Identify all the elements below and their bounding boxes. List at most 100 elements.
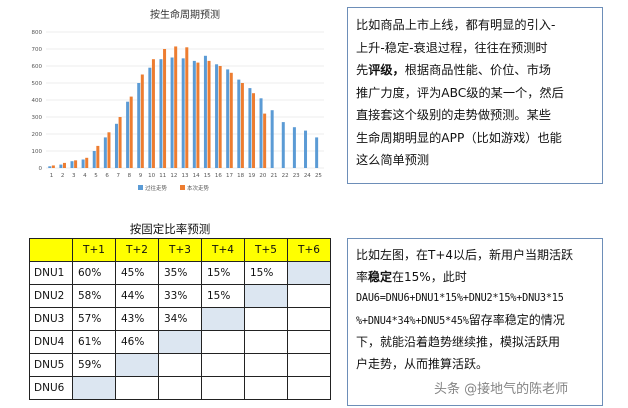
table-cell [287,261,331,285]
table-header-cell: T+6 [287,238,331,262]
table-cell [287,353,331,377]
table-cell [287,330,331,354]
bar-past-trend [92,151,96,168]
table-cell [287,284,331,308]
note-line: %+DNU4*34%+DNU5*45%留存率稳定的情况 [356,310,596,333]
note-text: 在15%，此时 [392,269,467,284]
bar-past-trend [70,161,74,168]
table-cell: 61% [72,330,116,354]
note-line: 先评级，根据商品性能、价位、市场 [356,59,596,82]
table-cell: 35% [158,261,202,285]
bar-past-trend [215,64,219,168]
bar-current-trend [218,66,222,168]
y-tick-label: 600 [32,64,43,70]
watermark-text: 头条 @接地气的陈老师 [434,382,569,397]
lifecycle-chart: 按生命周期预测 0 100 200 300 400 500 600 700 800 1 2 3 4 5 6 7 8… [0,0,336,196]
bar-current-trend [196,62,200,168]
x-tick-label: 5 [94,173,98,179]
table-row-label: DNU5 [29,353,73,377]
table-cell: 59% [72,353,116,377]
y-tick-label: 400 [32,98,43,104]
x-tick-label: 15 [204,173,211,179]
table-row: DNU6 [29,376,331,400]
legend-swatch-current [180,185,185,190]
retention-table: T+1 T+2 T+3 T+4 T+5 T+6 DNU1 60% 45% 35% 15% 15% DNU… [29,238,331,400]
table-row-label: DNU6 [29,376,73,400]
table-cell [201,376,245,400]
bar-current-trend [163,49,167,168]
note-line: 下，就能沿着趋势继续推，模拟活跃用 [356,335,561,349]
bar-past-trend [137,83,141,168]
bar-current-trend [229,72,233,168]
bar-current-trend [252,93,256,168]
y-tick-label: 100 [32,149,43,155]
note-line: 生命周期明显的APP（比如游戏）也能 [356,130,562,145]
bar-current-trend [140,74,144,168]
bar-past-trend [192,60,196,168]
note-line: 推广力度，评为ABC级的某一个，然后 [356,85,564,100]
table-header-cell: T+3 [158,238,202,262]
table-title: 按固定比率预测 [129,222,211,236]
x-tick-label: 19 [248,173,255,179]
lifecycle-note: 比如商品上市上线，都有明显的引入- 上升-稳定-衰退过程，往往在预测时 先评级，… [347,7,603,184]
note-line: 上升-稳定-衰退过程，往往在预测时 [356,40,548,55]
table-cell: 34% [158,307,202,331]
x-tick-label: 3 [72,173,76,179]
x-tick-label: 17 [226,173,233,179]
formula-line: DAU6=DNU6+DNU1*15%+DNU2*15%+DNU3*15 [356,293,564,304]
bar-current-trend [174,46,178,169]
bar-current-trend [51,165,55,168]
table-cell [244,376,288,400]
table-row: DNU1 60% 45% 35% 15% 15% [29,261,331,285]
table-corner-cell [29,238,73,262]
table-header-cell: T+2 [115,238,159,262]
table-cell [115,376,159,400]
table-cell: 57% [72,307,116,331]
note-line: 这么简单预测 [356,153,430,167]
bar-past-trend [270,110,274,168]
x-tick-label: 10 [148,173,155,179]
legend-label: 过往走势 [145,184,168,192]
x-tick-label: 23 [293,173,300,179]
bar-current-trend [85,157,89,168]
bar-past-trend [114,123,118,168]
bar-current-trend [62,162,66,168]
bar-current-trend [151,59,155,169]
table-cell [158,376,202,400]
table-cell [287,376,331,400]
x-tick-label: 25 [315,173,322,179]
x-tick-label: 18 [237,173,244,179]
bar-past-trend [203,55,207,168]
bar-current-trend [263,113,267,168]
bar-past-trend [59,164,63,168]
note-line: 直接套这个级别的走势做预测。某些 [356,108,551,122]
legend-swatch-past [138,185,143,190]
table-header-cell: T+5 [244,238,288,262]
table-cell: 43% [115,307,159,331]
table-cell: 44% [115,284,159,308]
y-tick-label: 0 [39,166,43,172]
y-tick-label: 200 [32,132,43,138]
table-row-label: DNU1 [29,261,73,285]
note-text: 先 [356,63,369,77]
y-tick-label: 800 [32,30,43,36]
table-cell: 33% [158,284,202,308]
note-line: 比如商品上市上线，都有明显的引入- [356,18,556,32]
table-cell [287,307,331,331]
formula-text: %+DNU4*34%+DNU5*45% [356,315,469,327]
fixed-rate-note: 比如左图，在T+4以后，新用户当期活跃 率稳定在15%，此时 DAU6=DNU6… [347,238,603,406]
bar-past-trend [159,59,163,169]
bar-past-trend [48,166,52,168]
bar-current-trend [96,145,100,168]
table-row: DNU4 61% 46% [29,330,331,354]
x-tick-label: 22 [282,173,289,179]
bar-past-trend [281,122,285,168]
y-tick-label: 700 [32,47,43,53]
y-tick-label: 500 [32,81,43,87]
note-text: 率 [356,269,369,284]
table-cell: 45% [115,261,159,285]
x-tick-label: 9 [139,173,143,179]
note-line: 户走势，从而推算活跃。 [356,356,489,371]
table-row: DNU3 57% 43% 34% [29,307,331,331]
